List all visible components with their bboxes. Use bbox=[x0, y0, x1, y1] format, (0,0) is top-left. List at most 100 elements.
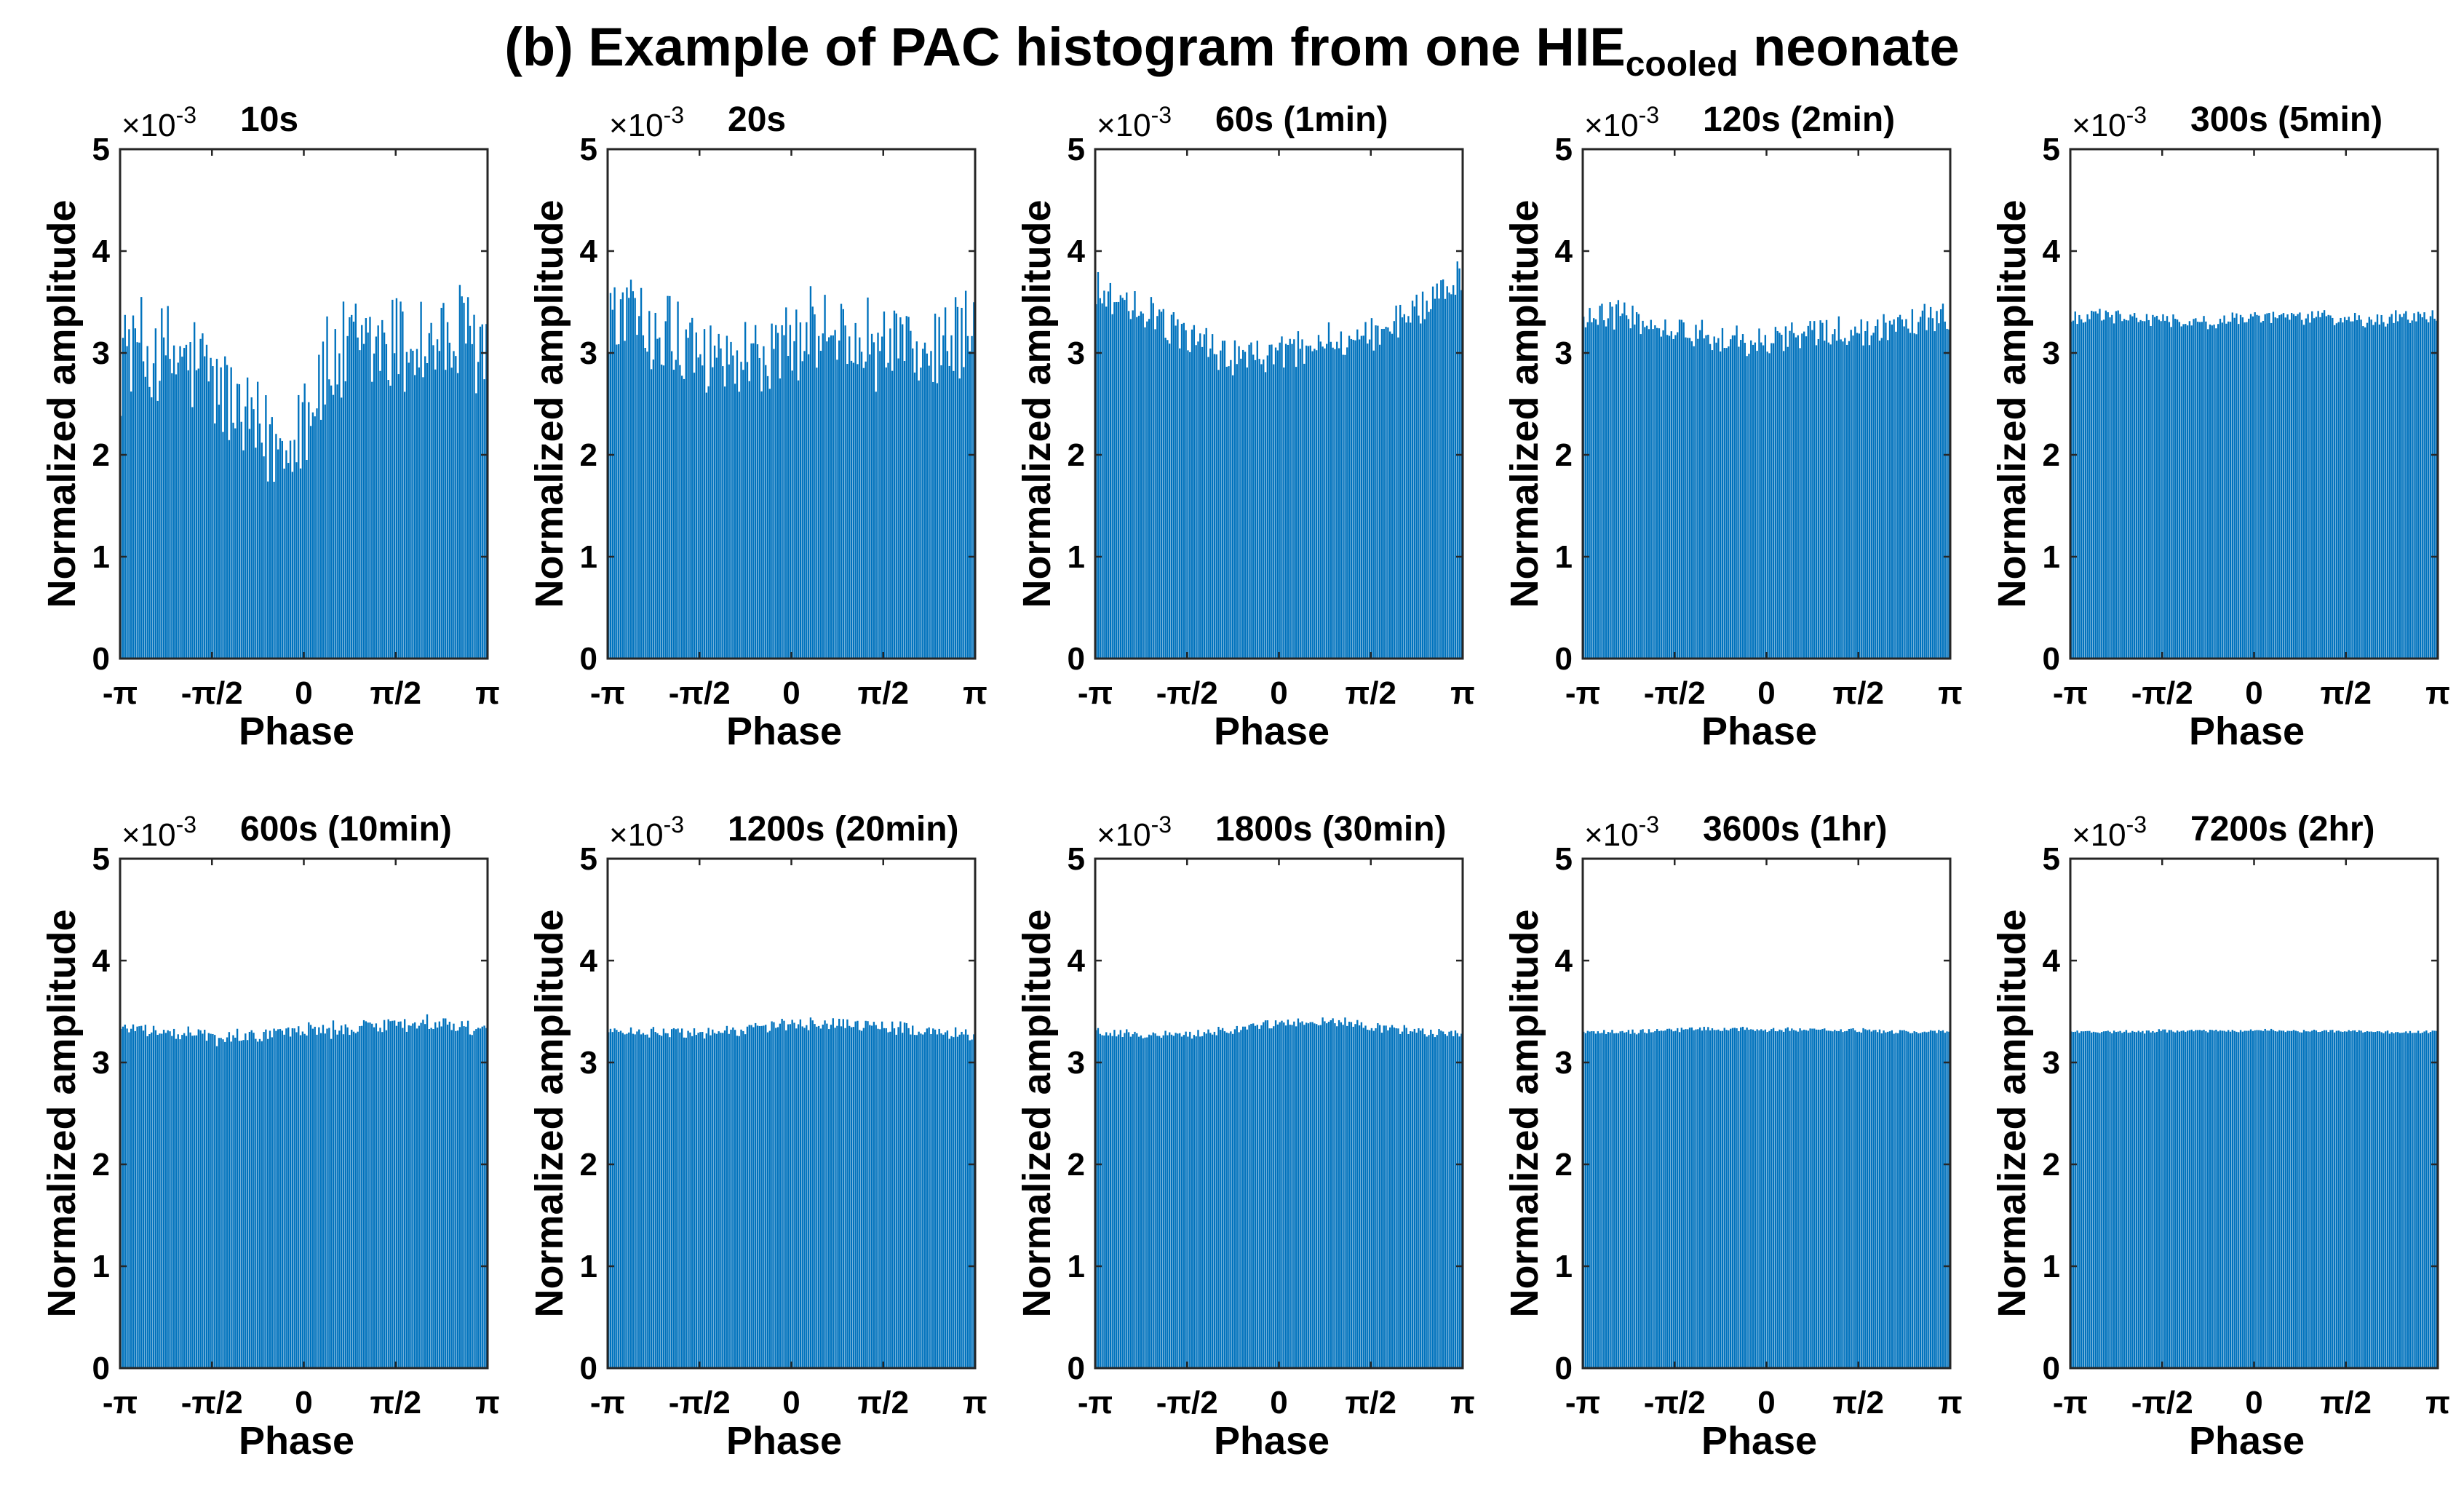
bar bbox=[1760, 1029, 1762, 1368]
bar bbox=[1119, 295, 1122, 659]
bar bbox=[1601, 1033, 1603, 1368]
bar bbox=[1944, 321, 1946, 659]
bar bbox=[1240, 358, 1242, 659]
bar bbox=[664, 321, 667, 659]
bar bbox=[1862, 345, 1864, 659]
bar bbox=[1274, 347, 1277, 659]
bar bbox=[130, 1028, 132, 1368]
bar bbox=[1273, 1026, 1275, 1368]
bar bbox=[740, 1029, 742, 1368]
bar bbox=[1193, 1035, 1196, 1368]
bar bbox=[2217, 1031, 2219, 1368]
bar bbox=[887, 1032, 889, 1368]
bar bbox=[1129, 319, 1132, 659]
bar bbox=[324, 1033, 326, 1368]
bar bbox=[218, 405, 220, 659]
bar bbox=[301, 402, 304, 659]
bar bbox=[873, 342, 875, 659]
bar bbox=[891, 1021, 894, 1368]
bar bbox=[787, 1024, 790, 1368]
bar bbox=[954, 1027, 957, 1368]
bar bbox=[1264, 372, 1267, 659]
bar-series bbox=[608, 1017, 975, 1368]
bar bbox=[2239, 1030, 2242, 1368]
bar bbox=[660, 364, 663, 659]
bar bbox=[1254, 359, 1257, 659]
bar bbox=[2155, 1031, 2158, 1368]
y-tick-label: 0 bbox=[2043, 641, 2060, 677]
y-axis-multiplier: ×10-3 bbox=[1097, 102, 1172, 143]
bar bbox=[151, 397, 153, 659]
bar bbox=[1354, 1024, 1356, 1368]
bar bbox=[785, 307, 787, 659]
bar bbox=[412, 1023, 414, 1368]
bar bbox=[189, 342, 191, 659]
y-tick-label: 4 bbox=[1068, 943, 1086, 979]
bar bbox=[412, 350, 414, 659]
bar bbox=[746, 362, 749, 659]
bar bbox=[679, 365, 681, 659]
bar bbox=[859, 1030, 861, 1368]
bar bbox=[248, 429, 251, 659]
bar bbox=[303, 383, 306, 659]
bar bbox=[826, 1023, 828, 1368]
bar bbox=[1709, 1030, 1712, 1368]
bar bbox=[1105, 306, 1108, 659]
bar bbox=[779, 378, 782, 659]
bar bbox=[128, 1032, 130, 1368]
bar bbox=[1837, 316, 1840, 659]
y-tick-label: 3 bbox=[2043, 335, 2060, 371]
bar bbox=[899, 1021, 902, 1368]
bar bbox=[418, 367, 420, 659]
bar bbox=[311, 1028, 314, 1368]
bar bbox=[1223, 341, 1226, 659]
bar bbox=[632, 1033, 635, 1368]
bar bbox=[2409, 322, 2412, 659]
bar bbox=[458, 285, 461, 659]
bar bbox=[1167, 340, 1169, 659]
bar bbox=[1236, 1025, 1238, 1368]
bar bbox=[1848, 1028, 1851, 1368]
bar bbox=[710, 325, 712, 659]
bar bbox=[298, 1026, 300, 1368]
bar bbox=[1740, 1027, 1742, 1368]
bar bbox=[691, 317, 694, 659]
bar bbox=[844, 1028, 846, 1368]
bar bbox=[485, 1028, 488, 1368]
bar bbox=[1444, 1034, 1447, 1368]
bar bbox=[2415, 321, 2417, 659]
bar bbox=[1891, 324, 1893, 659]
bar bbox=[430, 322, 432, 659]
bar bbox=[1619, 316, 1621, 659]
bar bbox=[1271, 344, 1273, 659]
bar bbox=[1201, 346, 1204, 659]
bar bbox=[1899, 1030, 1901, 1368]
bar bbox=[2294, 316, 2297, 659]
bar bbox=[1101, 1035, 1103, 1368]
x-axis-label: Phase bbox=[1701, 710, 1817, 753]
bar bbox=[1764, 1029, 1767, 1368]
bar bbox=[402, 1028, 404, 1368]
bar bbox=[715, 357, 718, 659]
bar bbox=[2180, 326, 2182, 659]
y-tick-label: 4 bbox=[2043, 234, 2061, 269]
bar bbox=[381, 1032, 383, 1368]
bar bbox=[1931, 318, 1934, 659]
bar bbox=[1132, 310, 1134, 659]
bar bbox=[269, 1030, 271, 1368]
bar bbox=[1854, 1030, 1856, 1368]
bar bbox=[1418, 1028, 1420, 1368]
bar bbox=[1707, 1027, 1709, 1368]
bar bbox=[879, 1029, 881, 1368]
bar bbox=[1291, 1025, 1293, 1368]
bar bbox=[1728, 346, 1730, 659]
bar bbox=[797, 1024, 800, 1368]
bar bbox=[1819, 320, 1821, 659]
bar bbox=[293, 440, 295, 659]
y-tick-label: 0 bbox=[92, 1351, 110, 1386]
bar bbox=[2388, 1033, 2391, 1368]
bar bbox=[1458, 268, 1460, 659]
bar bbox=[2174, 319, 2177, 659]
bar bbox=[2366, 1030, 2369, 1368]
bar bbox=[1782, 351, 1785, 659]
